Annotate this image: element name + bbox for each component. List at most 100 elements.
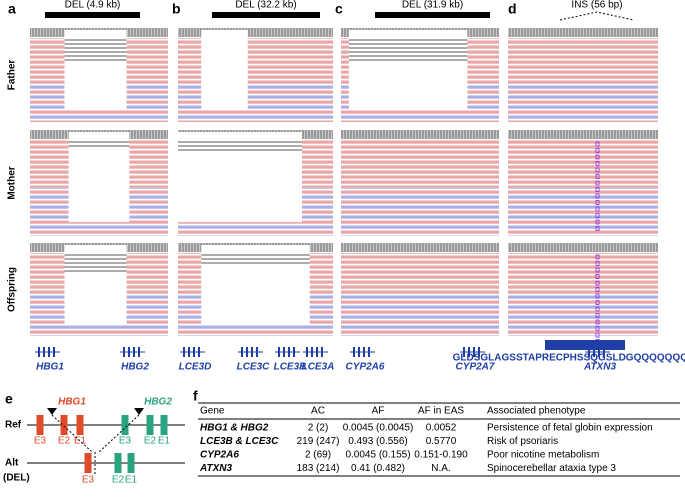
read-track xyxy=(508,187,658,236)
exon-label: E3 xyxy=(82,475,95,486)
exon xyxy=(368,347,370,357)
coverage-track xyxy=(178,28,333,37)
exon xyxy=(311,347,313,357)
table-cell: 2 (2) xyxy=(308,423,329,434)
exon xyxy=(306,347,308,357)
exon xyxy=(138,347,140,357)
exon xyxy=(198,347,200,357)
exon xyxy=(246,347,248,357)
gene-label: CYP2A6 xyxy=(346,362,385,373)
table-header: AF xyxy=(372,406,385,417)
panel-letter: f xyxy=(193,388,198,404)
insertion-mark xyxy=(595,274,600,279)
exon-label: E1 xyxy=(74,436,87,447)
insertion-mark xyxy=(595,174,600,179)
read-track xyxy=(341,253,499,295)
insertion-mark xyxy=(595,306,600,312)
exon xyxy=(133,347,135,357)
table-cell: Poor nicotine metabolism xyxy=(487,450,599,461)
exon xyxy=(76,415,84,435)
exon xyxy=(358,347,360,357)
read-track xyxy=(508,80,658,122)
insertion-mark xyxy=(595,141,600,147)
insertion-mark xyxy=(595,219,600,225)
exon xyxy=(293,347,295,357)
exon xyxy=(363,347,365,357)
gene2-label: HBG2 xyxy=(144,397,172,408)
repeat-block xyxy=(545,340,625,350)
exon-label: E1 xyxy=(125,475,138,486)
insertion-mark xyxy=(595,326,600,331)
insertion-mark xyxy=(595,193,600,199)
deletion-gap xyxy=(201,30,248,110)
table-cell: HBG1 & HBG2 xyxy=(200,423,269,434)
read-track xyxy=(508,38,658,81)
exon xyxy=(353,347,355,357)
insertion-mark xyxy=(595,187,600,192)
exon xyxy=(183,347,185,357)
exon xyxy=(60,415,68,435)
read-track xyxy=(341,140,499,188)
coverage-track xyxy=(508,130,658,139)
exon xyxy=(478,347,480,357)
exon xyxy=(603,347,605,357)
exon xyxy=(48,347,50,357)
junction xyxy=(51,414,140,475)
table-header: AC xyxy=(311,406,325,417)
table-cell: Risk of psoriaris xyxy=(487,436,558,447)
exon xyxy=(127,453,135,473)
exon xyxy=(473,347,475,357)
panel-letter: b xyxy=(172,1,181,17)
read-track xyxy=(508,294,658,336)
insertion-mark xyxy=(595,213,600,218)
table-cell: 0.0045 (0.0045) xyxy=(343,423,414,434)
read-track xyxy=(341,187,499,236)
deletion-gap xyxy=(68,132,130,223)
insertion-mark xyxy=(595,280,600,286)
table-cell: 0.151-0.190 xyxy=(414,450,468,461)
insertion-mark xyxy=(595,319,600,325)
deletion-gap xyxy=(348,30,468,110)
gene-label: LCE3D xyxy=(179,362,212,373)
exon-label: E2 xyxy=(112,475,125,486)
table-cell: 0.0045 (0.155) xyxy=(345,450,410,461)
gene-label: LCE3C xyxy=(237,362,271,373)
exon xyxy=(193,347,195,357)
gene-label: LCE3A xyxy=(302,362,335,373)
gene-label: HBG2 xyxy=(121,362,149,373)
insertion-mark xyxy=(595,267,600,273)
insertion-mark xyxy=(595,180,600,186)
coverage-track xyxy=(341,130,499,139)
event-bar xyxy=(45,12,140,18)
exon xyxy=(251,347,253,357)
exon xyxy=(160,415,168,435)
insertion-marker xyxy=(559,11,635,21)
gene-label: LCE3B xyxy=(274,362,307,373)
insertion-mark xyxy=(595,200,600,205)
exon xyxy=(463,347,465,357)
breakpoint xyxy=(134,408,144,415)
alt-label: Alt xyxy=(5,458,19,469)
read-track xyxy=(508,140,658,188)
protein-sequence: GLDSGLAGSSTAPRECPHSSQGSLDGQQQQQQQQQQKQQK xyxy=(453,353,685,364)
deletion-gap xyxy=(64,30,127,110)
insertion-mark xyxy=(595,254,600,260)
table-header: Gene xyxy=(200,406,225,417)
exon xyxy=(38,347,40,357)
coverage-track xyxy=(508,28,658,37)
panel-letter: a xyxy=(8,1,16,17)
exon-label: E2 xyxy=(58,436,71,447)
coverage-track xyxy=(341,243,499,252)
insertion-mark xyxy=(595,206,600,212)
table-cell: 2 (69) xyxy=(305,450,331,461)
event-label: DEL (32.2 kb) xyxy=(235,0,296,11)
exon xyxy=(114,453,122,473)
table-cell: 0.5770 xyxy=(426,436,457,447)
exon-label: E2 xyxy=(144,436,157,447)
exon-label: E1 xyxy=(158,436,171,447)
exon xyxy=(241,347,243,357)
table-cell: 183 (214) xyxy=(297,463,340,474)
table-cell: 0.0052 xyxy=(426,423,457,434)
read-track xyxy=(341,294,499,336)
table-cell: 0.493 (0.556) xyxy=(348,436,408,447)
